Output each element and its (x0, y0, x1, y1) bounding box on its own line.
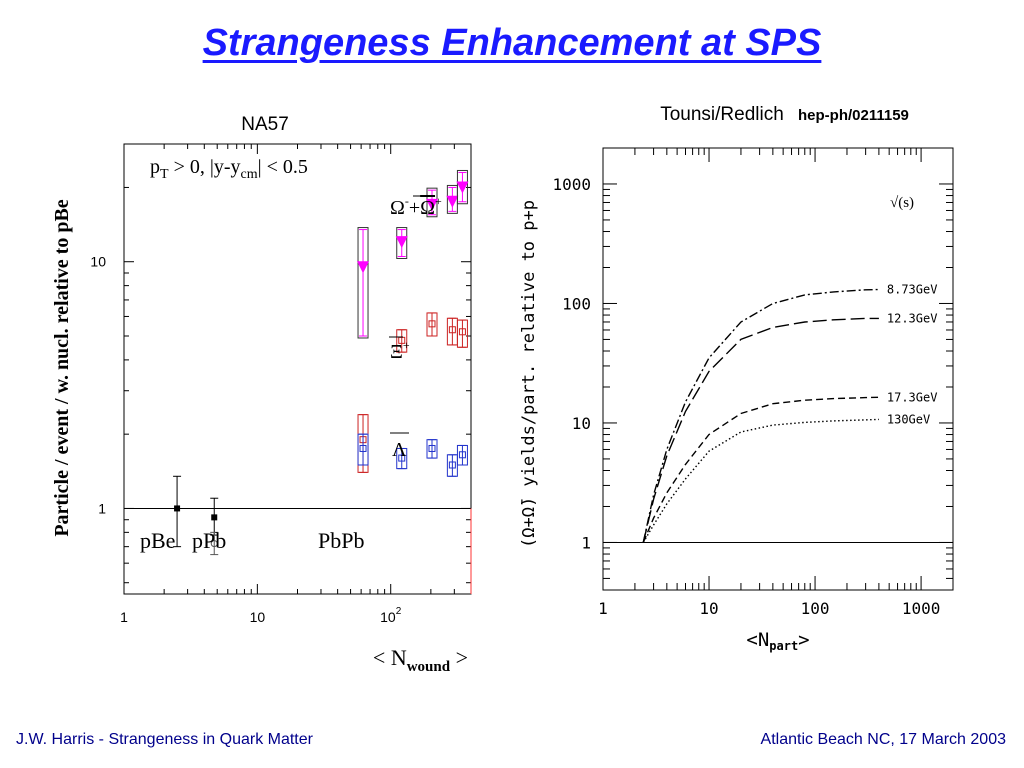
na57-chart: NA57 110102103110 pT > 0, |y-ycm| < 0.5 … (51, 114, 472, 675)
na57-marker-triangle (446, 195, 459, 208)
xi-series-label: Ξ+ (390, 338, 410, 363)
system-label-ppb: pPb (192, 528, 226, 553)
na57-syst-box (456, 444, 468, 466)
na57-data-point (357, 433, 369, 466)
na57-marker-square (359, 444, 367, 452)
tr-x-axis-label: <Npart> (746, 629, 809, 653)
na57-data-point (446, 184, 459, 214)
na57-data-point (395, 227, 408, 259)
tr-title: Tounsi/Redlich (660, 104, 784, 125)
na57-syst-box (357, 433, 369, 466)
slide-title: Strangeness Enhancement at SPS (202, 22, 822, 64)
na57-syst-box (456, 319, 468, 348)
na57-marker-triangle (426, 198, 439, 211)
na57-marker-circle (210, 540, 218, 548)
lambda-series-label: Λ (392, 439, 407, 461)
na57-data-point (396, 447, 408, 470)
na57-data-point (357, 227, 370, 339)
tounsi-redlich-chart: Tounsi/Redlich hep-ph/0211159 1 10 100 1000… (520, 104, 954, 653)
na57-x-tick-label: 102 (380, 606, 402, 625)
tr-reference: hep-ph/0211159 (798, 107, 909, 124)
tr-series-line (642, 418, 879, 543)
tr-y-tick-label: 10 (572, 414, 591, 433)
na57-syst-box (396, 447, 408, 470)
tr-legend-title: √(s) (890, 195, 914, 211)
tr-x-tick-label: 10 (699, 599, 718, 618)
tr-series-line (642, 317, 879, 543)
tr-y-tick-label: 100 (562, 294, 591, 313)
tr-y-tick-label: 1 (581, 533, 591, 552)
na57-x-tick-label: 10 (250, 609, 266, 625)
system-label-pbpb: PbPb (318, 528, 364, 553)
tr-series-label: 17.3GeV (887, 390, 938, 404)
na57-marker-triangle (456, 181, 469, 194)
omega-series-label: Ω-+Ω+ (390, 194, 442, 219)
na57-marker-triangle (395, 236, 408, 249)
tr-series-label: 8.73GeV (887, 282, 938, 296)
tr-plot-frame (602, 147, 954, 591)
na57-y-tick-label: 1 (98, 500, 106, 516)
tr-series-label: 130GeV (887, 412, 930, 426)
na57-title: NA57 (241, 114, 289, 135)
footer-author: J.W. Harris - Strangeness in Quark Matte… (16, 731, 313, 748)
tr-x-tick-label: 1 (598, 599, 608, 618)
na57-data-point (456, 319, 468, 348)
na57-data-point (173, 475, 182, 548)
na57-data-point (426, 312, 438, 337)
na57-syst-box (396, 227, 408, 259)
na57-syst-box (446, 454, 458, 477)
tr-series-label: 12.3GeV (887, 311, 938, 325)
na57-data-point (456, 169, 469, 205)
na57-marker-triangle (357, 261, 370, 274)
tr-x-tick-label: 100 (801, 599, 830, 618)
na57-y-tick-label: 10 (90, 254, 106, 270)
system-label-pbe: pBe (140, 528, 175, 553)
na57-annotation: pT > 0, |y-ycm| < 0.5 (150, 156, 308, 182)
na57-data-point (446, 317, 458, 346)
na57-syst-box (396, 329, 408, 353)
na57-syst-box (357, 227, 369, 339)
na57-data-point (426, 187, 439, 218)
na57-marker-square (448, 461, 456, 469)
footer-venue-date: Atlantic Beach NC, 17 March 2003 (760, 731, 1006, 748)
tr-x-tick-label: 1000 (902, 599, 941, 618)
na57-syst-box (426, 312, 438, 337)
tr-series-line (642, 288, 879, 543)
na57-data-point (456, 444, 468, 466)
na57-marker-square (458, 328, 466, 336)
na57-marker-square (458, 451, 466, 459)
na57-marker-filled (174, 505, 181, 512)
na57-data-point (210, 531, 219, 556)
tr-y-axis-label: (Ω+Ω̄) yields/part. relative to p+p (520, 200, 539, 548)
na57-marker-square (428, 320, 436, 328)
na57-marker-square (428, 444, 436, 452)
tr-series-line (642, 396, 879, 543)
na57-x-tick-label: 1 (120, 609, 128, 625)
na57-marker-square (448, 326, 456, 334)
na57-y-axis-label: Particle / event / w. nucl. relative to … (51, 199, 73, 536)
na57-syst-box (426, 439, 438, 459)
na57-syst-box (426, 187, 438, 218)
tr-y-tick-label: 1000 (552, 175, 591, 194)
na57-marker-filled (211, 514, 218, 521)
na57-syst-box (456, 169, 468, 205)
na57-marker-square (398, 454, 406, 462)
na57-x-axis-label: < Nwound > (373, 645, 468, 675)
na57-data-point (446, 454, 458, 477)
na57-data-point (426, 439, 438, 459)
